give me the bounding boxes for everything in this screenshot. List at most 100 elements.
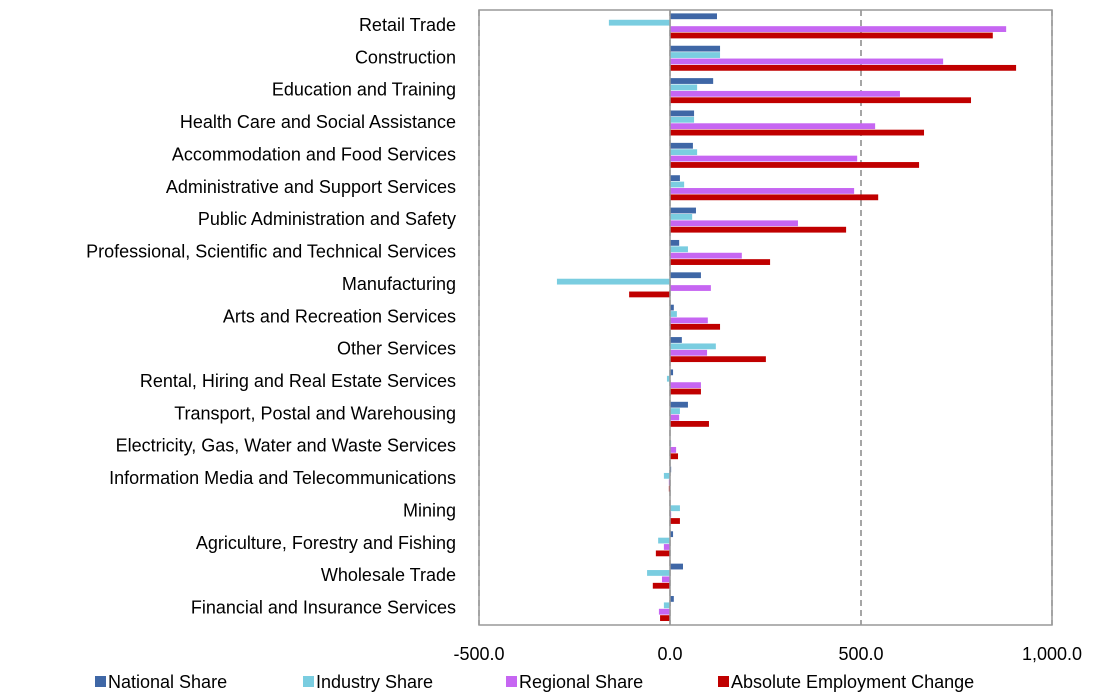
bar — [647, 570, 670, 576]
bar — [556, 278, 670, 285]
bar — [670, 175, 680, 182]
legend-swatch — [95, 676, 106, 687]
bar — [670, 226, 847, 233]
bar — [670, 129, 925, 136]
legend-label: Absolute Employment Change — [731, 672, 974, 692]
bar — [608, 19, 670, 26]
y-tick-label: Wholesale Trade — [321, 565, 456, 585]
y-tick-label: Health Care and Social Assistance — [180, 112, 456, 132]
bar — [670, 453, 679, 460]
bar — [670, 252, 742, 259]
bar — [670, 446, 677, 453]
legend-swatch — [718, 676, 729, 687]
bar — [652, 582, 670, 589]
bar — [670, 123, 876, 130]
bar — [670, 323, 721, 330]
legend-swatch — [303, 676, 314, 687]
bar — [670, 272, 701, 279]
legend-swatch — [506, 676, 517, 687]
y-tick-label: Other Services — [337, 339, 456, 359]
bar — [666, 375, 670, 382]
bar — [670, 162, 920, 168]
bar — [670, 518, 680, 524]
bar — [670, 531, 674, 538]
bar — [670, 343, 716, 350]
bar — [670, 349, 708, 356]
legend-label: Regional Share — [519, 672, 643, 692]
bar — [670, 142, 693, 149]
y-tick-label: Education and Training — [272, 80, 456, 100]
bar — [670, 13, 717, 20]
bar — [670, 401, 688, 408]
y-tick-label: Financial and Insurance Services — [191, 598, 456, 618]
bar — [670, 207, 696, 214]
bar — [670, 78, 714, 84]
y-tick-label: Construction — [355, 47, 456, 67]
x-tick-label: 1,000.0 — [1022, 644, 1082, 664]
y-tick-label: Public Administration and Safety — [198, 209, 456, 229]
bar — [670, 421, 709, 427]
y-tick-label: Retail Trade — [359, 15, 456, 35]
bar — [670, 220, 798, 227]
bar — [670, 239, 680, 246]
plot-border — [478, 9, 1053, 626]
bar — [670, 304, 674, 311]
bar — [670, 285, 711, 291]
bar — [663, 472, 670, 479]
bar — [670, 382, 701, 389]
bar — [670, 52, 721, 58]
bar — [670, 110, 695, 117]
bar — [670, 188, 855, 194]
bar — [629, 291, 670, 298]
bar — [670, 311, 677, 317]
legend-label: National Share — [108, 672, 227, 692]
y-tick-label: Rental, Hiring and Real Estate Services — [140, 371, 456, 391]
y-tick-label: Agriculture, Forestry and Fishing — [196, 533, 456, 553]
y-tick-label: Manufacturing — [342, 274, 456, 294]
y-tick-label: Information Media and Telecommunications — [109, 468, 456, 488]
bar — [663, 602, 670, 609]
bar — [670, 388, 701, 395]
bar — [670, 259, 771, 265]
bar — [670, 58, 944, 65]
y-tick-label: Administrative and Support Services — [166, 177, 456, 197]
bar — [670, 369, 674, 376]
bar — [670, 64, 1017, 71]
bar — [670, 194, 879, 201]
bar — [670, 414, 680, 421]
bar — [670, 596, 674, 602]
bar — [670, 505, 680, 512]
bar — [663, 544, 670, 550]
y-tick-label: Professional, Scientific and Technical S… — [86, 242, 456, 262]
bar — [658, 537, 670, 544]
bar — [670, 116, 695, 123]
y-tick-label: Accommodation and Food Services — [172, 144, 456, 164]
bar — [670, 563, 683, 570]
bar — [670, 45, 721, 52]
bar — [670, 181, 685, 188]
bar — [670, 90, 900, 97]
y-tick-label: Transport, Postal and Warehousing — [174, 403, 456, 423]
bar — [670, 97, 972, 104]
y-tick-label: Mining — [403, 500, 456, 520]
bar — [660, 615, 670, 622]
bar — [658, 608, 670, 615]
bar — [670, 337, 682, 343]
bar — [670, 246, 688, 253]
bar — [670, 26, 1007, 32]
bar — [670, 408, 680, 415]
bar — [670, 356, 766, 363]
bar — [655, 550, 670, 557]
bar — [670, 155, 858, 162]
legend-label: Industry Share — [316, 672, 433, 692]
bar — [670, 32, 993, 39]
x-tick-label: -500.0 — [453, 644, 504, 664]
bar — [670, 149, 698, 156]
bar — [661, 576, 670, 583]
bar — [670, 317, 708, 324]
x-tick-label: 0.0 — [657, 644, 682, 664]
y-tick-label: Electricity, Gas, Water and Waste Servic… — [116, 436, 456, 456]
y-tick-label: Arts and Recreation Services — [223, 306, 456, 326]
x-tick-label: 500.0 — [838, 644, 883, 664]
